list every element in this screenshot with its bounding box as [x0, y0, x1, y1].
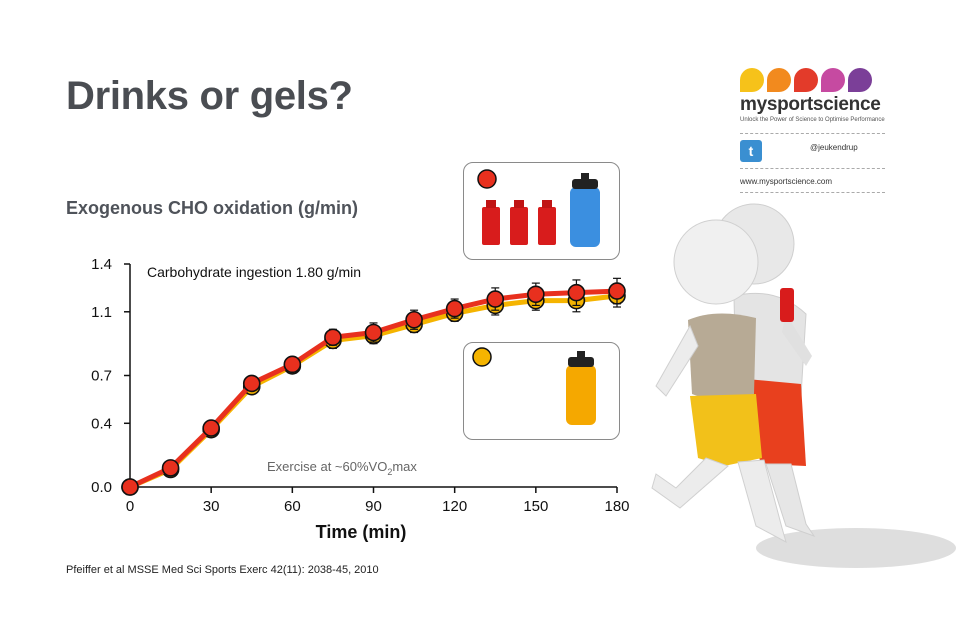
annotation-exercise: Exercise at ~60%VO2max — [267, 459, 417, 477]
twitter-row[interactable]: t @jeukendrup — [740, 140, 885, 162]
data-point — [364, 323, 383, 342]
y-tick-label: 0.0 — [91, 479, 112, 496]
legend-drinks-graphic — [477, 169, 600, 247]
twitter-icon[interactable]: t — [740, 140, 762, 162]
data-point — [283, 355, 302, 374]
y-tick-label: 1.1 — [91, 304, 112, 321]
sports-bottle-icon — [566, 351, 596, 425]
data-point — [324, 328, 342, 347]
data-point — [405, 310, 423, 329]
legend-box-gels — [463, 342, 620, 440]
sports-bottle-icon — [570, 173, 600, 247]
x-tick-label: 90 — [365, 498, 382, 515]
slide-title: Drinks or gels? — [66, 74, 353, 118]
legend-gels-graphic — [472, 347, 596, 425]
brand-tagline: Unlock the Power of Science to Optimise … — [740, 117, 885, 123]
y-tick-label: 0.4 — [91, 415, 112, 432]
divider — [740, 133, 885, 134]
x-axis-label: Time (min) — [316, 522, 407, 542]
divider — [740, 192, 885, 193]
divider — [740, 168, 885, 169]
data-point — [567, 283, 586, 302]
data-point — [608, 282, 626, 300]
citation-journal: Med Sci Sports Exerc 42(11): 2038-45, 20… — [158, 564, 379, 576]
data-point — [242, 374, 261, 393]
data-point — [527, 285, 545, 304]
x-tick-label: 0 — [126, 498, 134, 515]
data-point — [161, 459, 180, 477]
chart-title: Exogenous CHO oxidation (g/min) — [66, 198, 358, 218]
x-tick-label: 120 — [442, 498, 467, 515]
y-tick-label: 0.7 — [91, 368, 112, 385]
runner-front — [651, 219, 787, 543]
legend-box-drinks — [463, 162, 620, 260]
legend-marker-red — [477, 169, 497, 189]
x-tick-label: 180 — [604, 498, 629, 515]
annotation-exercise-sub: 2 — [387, 467, 392, 477]
citation: Pfeiffer et al MSSE Med Sci Sports Exerc… — [66, 564, 379, 576]
logo-petal — [794, 68, 818, 92]
annotation-exercise-end: max — [392, 459, 417, 474]
runners-illustration — [651, 203, 956, 568]
data-point — [121, 478, 139, 496]
bottle-in-hand — [780, 288, 794, 322]
shadow — [756, 528, 956, 568]
citation-authors: Pfeiffer et al MSSE — [66, 564, 159, 576]
brand-logo-petals — [740, 68, 885, 92]
y-tick-label: 1.4 — [91, 256, 112, 273]
small-bottle-icon — [482, 200, 556, 245]
logo-petal — [848, 68, 872, 92]
brand-name: mysportscience — [740, 94, 881, 115]
website-link[interactable]: www.mysportscience.com — [740, 177, 833, 186]
x-tick-label: 60 — [284, 498, 301, 515]
data-point — [445, 299, 464, 318]
data-point — [202, 419, 220, 437]
annotation-exercise-main: Exercise at ~60%VO — [267, 459, 387, 474]
chart-axes: 0.0 0.4 0.7 1.1 1.4 0 30 60 90 120 150 180 — [91, 256, 629, 515]
logo-petal — [767, 68, 791, 92]
series-1 — [121, 277, 626, 496]
chart-series — [121, 277, 626, 496]
annotation-ingestion: Carbohydrate ingestion 1.80 g/min — [147, 264, 361, 280]
logo-petal — [740, 68, 764, 92]
legend-marker-yellow — [472, 347, 492, 367]
twitter-handle[interactable]: @jeukendrup — [810, 142, 858, 152]
x-tick-label: 30 — [203, 498, 220, 515]
x-tick-label: 150 — [523, 498, 548, 515]
brand-block: mysportscience Unlock the Power of Scien… — [740, 68, 885, 193]
data-point — [486, 290, 505, 308]
logo-petal — [821, 68, 845, 92]
